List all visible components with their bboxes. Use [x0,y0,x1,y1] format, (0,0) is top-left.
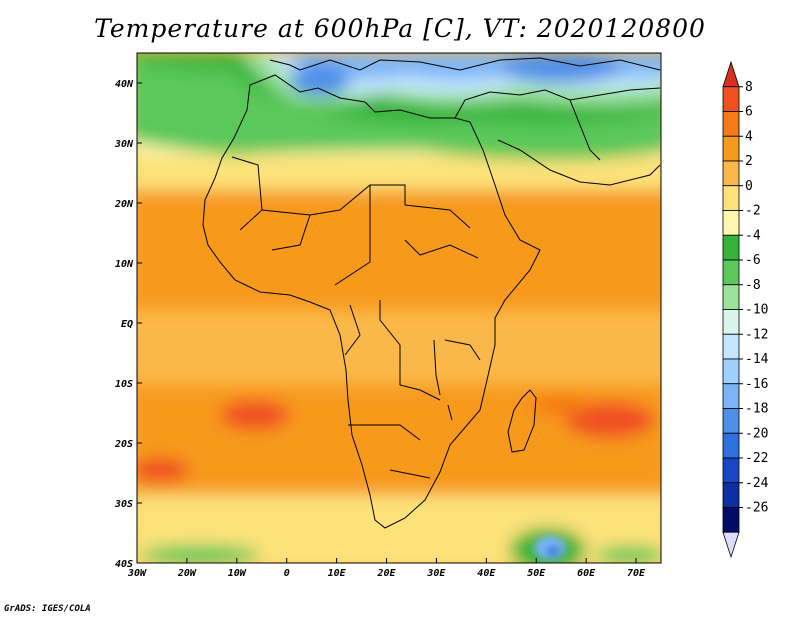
colorbar-label: -12 [745,327,768,342]
temperature-field [137,53,661,563]
coastlines [202,57,661,529]
lon-tick-label: 30E [426,568,446,579]
lon-tick-label: 40E [477,568,496,579]
colorbar-segment [722,234,740,261]
colorbar-segment [722,432,740,459]
colorbar-segment [722,160,740,187]
lat-tick-label: 20N [114,199,134,210]
lon-tick-label: 70E [627,568,646,579]
lat-tick-label: 40N [115,79,134,90]
lon-tick-label: 0 [284,568,290,579]
credit-text: GrADS: IGES/COLA [4,604,91,614]
colorbar-segment [722,284,740,310]
colorbar-label: -22 [745,451,768,466]
colorbar-segment [722,60,740,88]
colorbar-segment [722,383,740,409]
colorbar-label: -2 [745,204,761,219]
lat-tick-label: 30S [114,499,133,510]
lon-tick-label: 60E [577,568,596,579]
colorbar-label: -4 [745,228,761,243]
colorbar-segment [722,507,740,533]
colorbar-segment [722,259,740,286]
colorbar-segment [722,358,740,385]
colorbar-label: -10 [745,303,768,318]
lon-tick-label: 20E [376,568,396,579]
lat-tick-label: 10S [115,379,133,390]
longitude-axis: 30W 20W 10W 0 10E 20E 30E 40E 50E 60E 70E [127,558,646,579]
lat-tick-label: 30N [114,139,134,150]
colorbar-segment [722,457,740,484]
colorbar-label: 0 [745,179,753,194]
colorbar-segment [722,309,740,335]
lat-tick-label: 40S [115,559,133,570]
lat-tick-label: 10N [115,259,134,270]
colorbar-label: -26 [745,501,768,516]
colorbar-label: 8 [745,80,753,95]
colorbar-segment [722,135,740,162]
plot-frame [136,52,662,564]
colorbar-label: -16 [745,377,768,392]
colorbar: 8 6 4 2 0 -2 -4 -6 -8 -10 -12 -14 -16 -18 -20 -22 -24 -26 [722,60,769,559]
colorbar-label: 6 [745,105,753,120]
lon-tick-label: 10E [328,568,347,579]
colorbar-segment [722,482,740,508]
colorbar-segment [722,210,740,236]
colorbar-segment [722,333,740,360]
colorbar-label: -14 [745,352,769,367]
lat-tick-label: 20S [114,439,133,450]
colorbar-segment [722,531,740,559]
latitude-axis: 40N 30N 20N 10N EQ 10S 20S 30S 40S [114,79,142,570]
colorbar-label: -6 [745,253,761,268]
lat-tick-label: EQ [121,319,133,330]
colorbar-segment [722,111,740,137]
colorbar-label: -8 [745,278,761,293]
colorbar-label: 4 [745,129,753,144]
lon-tick-label: 30W [127,568,147,579]
colorbar-label: -24 [745,476,769,491]
colorbar-segment [722,185,740,211]
colorbar-label: -18 [745,402,768,417]
chart-title: Temperature at 600hPa [C], VT: 202012080… [94,14,706,43]
colorbar-segment [722,86,740,112]
lon-tick-label: 10W [228,568,247,579]
colorbar-label: 2 [745,154,753,169]
colorbar-label: -20 [745,426,768,441]
lon-tick-label: 50E [527,568,546,579]
colorbar-segment [722,408,740,434]
lon-tick-label: 20W [177,568,197,579]
